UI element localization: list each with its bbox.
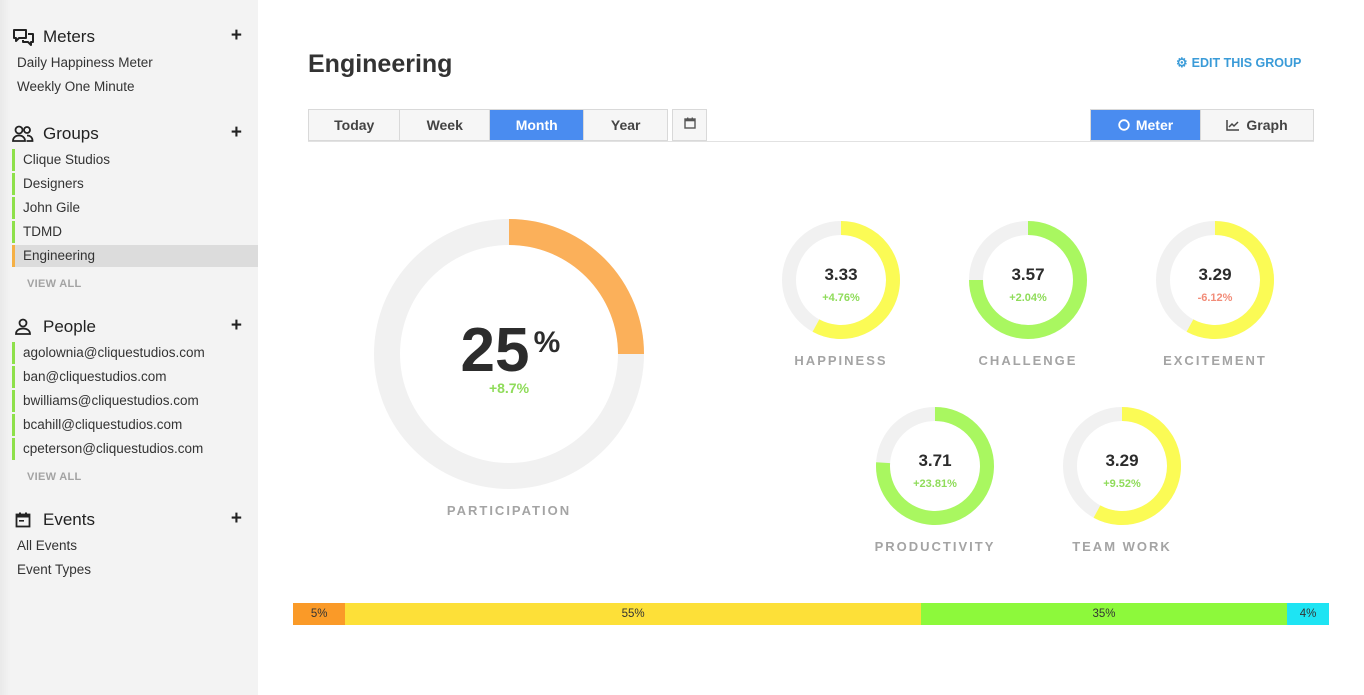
calendar-icon	[683, 116, 696, 134]
tab-today[interactable]: Today	[309, 110, 401, 140]
meter-ring-fill	[812, 221, 900, 339]
meters-section-header: Meters +	[12, 25, 252, 49]
tab-year[interactable]: Year	[610, 117, 641, 133]
events-title: Events	[43, 510, 95, 529]
meter-team-work: 3.29 +9.52% TEAM WORK	[1063, 407, 1181, 554]
sidebar-item-person[interactable]: agolownia@cliquestudios.com	[12, 342, 258, 364]
users-icon	[12, 124, 34, 144]
meter-label: EXCITEMENT	[1163, 353, 1267, 368]
meter-change: +2.04%	[1009, 292, 1047, 304]
meter-view-label: Meter	[1135, 117, 1174, 133]
add-group-button[interactable]: +	[230, 122, 242, 143]
tab-week[interactable]: Week	[400, 110, 490, 140]
edit-group-link[interactable]: ⚙ EDIT THIS GROUP	[1176, 55, 1301, 71]
distribution-segment: 55%	[345, 603, 921, 625]
participation-unit: %	[534, 326, 561, 359]
sidebar-item-person[interactable]: bwilliams@cliquestudios.com	[12, 390, 258, 412]
meter-change: -6.12%	[1198, 292, 1233, 304]
view-toggle: Meter Graph	[1090, 109, 1314, 141]
participation-change: +8.7%	[489, 380, 530, 396]
people-section-header: People +	[12, 315, 252, 339]
participation-value: 25	[461, 316, 530, 385]
distribution-segment: 5%	[293, 603, 346, 625]
meter-score: 3.29	[1198, 265, 1231, 284]
gear-icon: ⚙	[1176, 55, 1188, 70]
meters-visualization: 25 % +8.7% PARTICIPATION 3.33 +4.76% HAPPI…	[374, 219, 1274, 554]
person-icon	[12, 317, 34, 337]
calendar-icon	[12, 510, 34, 530]
groups-title: Groups	[43, 124, 99, 143]
meter-score: 3.71	[918, 451, 951, 470]
meter-ring-fill	[969, 221, 1087, 339]
meter-score: 3.33	[824, 265, 857, 284]
sidebar-item-person[interactable]: cpeterson@cliquestudios.com	[12, 438, 258, 460]
meter-label: TEAM WORK	[1072, 539, 1172, 554]
response-distribution-bar: 5% 55% 35% 4%	[293, 603, 1330, 625]
meter-label: HAPPINESS	[794, 353, 887, 368]
participation-label: PARTICIPATION	[447, 503, 571, 518]
distribution-segment: 4%	[1287, 603, 1330, 625]
meter-ring-fill	[1093, 407, 1181, 525]
meter-view-button[interactable]: Meter	[1091, 110, 1202, 140]
meter-label: PRODUCTIVITY	[875, 539, 996, 554]
sidebar-item-tdmd[interactable]: TDMD	[12, 221, 258, 243]
sidebar-item-engineering[interactable]: Engineering	[12, 245, 258, 267]
meter-change: +9.52%	[1103, 478, 1141, 490]
edit-group-label: EDIT THIS GROUP	[1191, 56, 1302, 70]
meter-label: CHALLENGE	[979, 353, 1078, 368]
participation-meter: 25 % +8.7% PARTICIPATION	[374, 219, 644, 518]
meter-score: 3.57	[1011, 265, 1044, 284]
sidebar-item-daily-happiness-meter[interactable]: Daily Happiness Meter	[17, 55, 153, 70]
meter-ring-fill	[1186, 221, 1274, 339]
sidebar-item-event-types[interactable]: Event Types	[17, 562, 92, 577]
ring-icon	[1118, 119, 1130, 131]
meter-rings: 3.33+4.76%HAPPINESS3.57+2.04%CHALLENGE3.…	[782, 221, 1274, 554]
groups-view-all-link[interactable]: VIEW ALL	[27, 278, 82, 290]
meter-ring-fill	[876, 407, 994, 525]
sidebar-item-person[interactable]: bcahill@cliquestudios.com	[12, 414, 258, 436]
meter-challenge: 3.57 +2.04% CHALLENGE	[969, 221, 1087, 368]
distribution-segment: 35%	[920, 603, 1288, 625]
people-title: People	[43, 317, 96, 336]
sidebar-item-weekly-one-minute[interactable]: Weekly One Minute	[17, 79, 135, 94]
graph-view-button[interactable]: Graph	[1201, 110, 1313, 140]
graph-view-label: Graph	[1246, 117, 1288, 133]
meter-change: +23.81%	[913, 478, 957, 490]
sidebar-item-clique-studios[interactable]: Clique Studios	[12, 149, 258, 171]
meters-title: Meters	[43, 27, 95, 46]
add-event-button[interactable]: +	[230, 508, 242, 529]
meter-change: +4.76%	[822, 292, 860, 304]
events-section-header: Events +	[12, 508, 252, 532]
add-meter-button[interactable]: +	[230, 25, 242, 46]
meter-excitement: 3.29 -6.12% EXCITEMENT	[1156, 221, 1274, 368]
page-title: Engineering	[308, 50, 453, 78]
time-range-tabs: Today Week Month Year	[308, 109, 668, 141]
groups-section-header: Groups +	[12, 122, 252, 146]
toolbar-divider	[308, 141, 1314, 142]
date-picker-button[interactable]	[672, 109, 707, 141]
meter-productivity: 3.71 +23.81% PRODUCTIVITY	[875, 407, 996, 554]
meter-score: 3.29	[1105, 451, 1138, 470]
add-person-button[interactable]: +	[230, 315, 242, 336]
people-view-all-link[interactable]: VIEW ALL	[27, 471, 82, 483]
sidebar: Meters + Daily Happiness Meter Weekly On…	[0, 0, 258, 695]
chat-bubbles-icon	[12, 27, 34, 47]
meter-happiness: 3.33 +4.76% HAPPINESS	[782, 221, 900, 368]
participation-ring-fill	[508, 219, 644, 355]
sidebar-item-designers[interactable]: Designers	[12, 173, 258, 195]
line-chart-icon	[1226, 119, 1240, 131]
tab-month[interactable]: Month	[489, 110, 585, 140]
sidebar-item-all-events[interactable]: All Events	[17, 538, 78, 553]
sidebar-item-person[interactable]: ban@cliquestudios.com	[12, 366, 258, 388]
sidebar-item-john-gile[interactable]: John Gile	[12, 197, 258, 219]
